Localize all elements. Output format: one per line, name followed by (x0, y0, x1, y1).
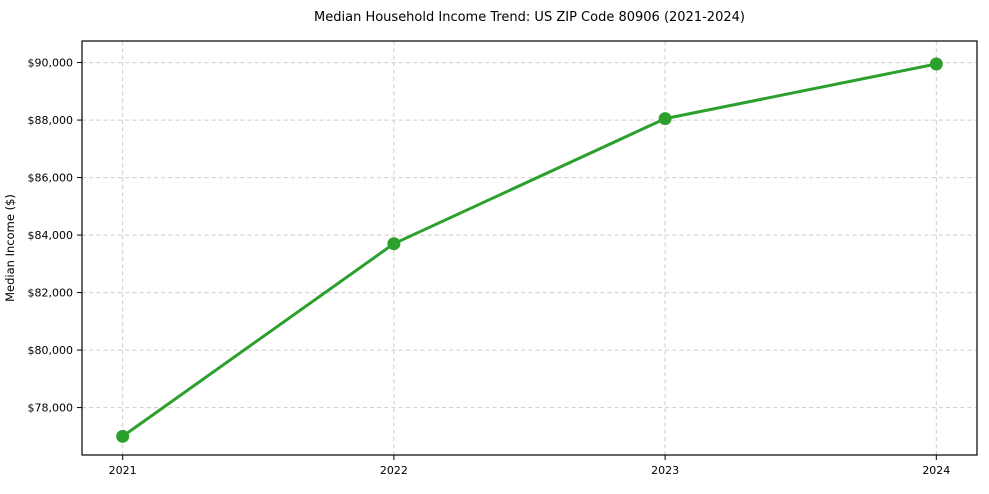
data-point-2024 (929, 57, 943, 71)
x-tick-label: 2022 (380, 464, 408, 477)
data-point-2021 (116, 429, 130, 443)
y-tick-label: $78,000 (28, 402, 74, 415)
y-axis-label: Median Income ($) (3, 194, 17, 302)
income-trend-line (121, 62, 938, 438)
y-tick-label: $86,000 (28, 172, 74, 185)
chart-title: Median Household Income Trend: US ZIP Co… (314, 10, 745, 25)
x-tick-label: 2021 (109, 464, 137, 477)
data-point-2023 (658, 112, 672, 126)
y-tick-label: $84,000 (28, 229, 74, 242)
y-tick-label: $80,000 (28, 344, 74, 357)
data-point-2022 (387, 237, 401, 251)
x-tick-label: 2024 (922, 464, 950, 477)
x-tick-label: 2023 (651, 464, 679, 477)
y-tick-label: $90,000 (28, 57, 74, 70)
y-tick-label: $88,000 (28, 114, 74, 127)
plot-area: $78,000 $80,000 $82,000 $84,000 $86,000 $88,0… (28, 40, 978, 477)
y-tick-label: $82,000 (28, 287, 74, 300)
plot-frame (81, 40, 978, 456)
